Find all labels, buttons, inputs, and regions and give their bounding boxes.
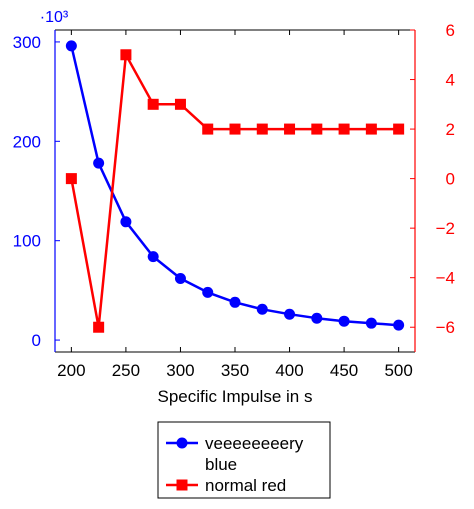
data-point-series-2 (365, 123, 377, 135)
series-line-2 (70, 53, 399, 329)
data-point-series-2 (311, 123, 323, 135)
x-tick-label: 200 (57, 361, 85, 380)
x-tick-label: 400 (275, 361, 303, 380)
data-point-series-2 (229, 123, 241, 135)
data-point-series-1 (147, 251, 159, 263)
x-tick-label: 350 (221, 361, 249, 380)
data-point-series-2 (174, 98, 186, 110)
data-point-series-1 (256, 303, 268, 315)
data-point-series-2 (338, 123, 350, 135)
legend-marker-2 (176, 479, 188, 491)
right-y-tick-label: −2 (436, 219, 455, 238)
right-y-tick-label: 2 (446, 120, 455, 139)
data-point-series-2 (65, 173, 77, 185)
x-tick-label: 500 (384, 361, 412, 380)
x-tick-label: 300 (166, 361, 194, 380)
data-point-series-2 (284, 123, 296, 135)
x-axis-label: Specific Impulse in s (158, 387, 313, 406)
x-tick-label: 250 (112, 361, 140, 380)
data-point-series-1 (202, 286, 214, 298)
data-point-series-2 (120, 49, 132, 61)
left-y-tick-label: 0 (32, 331, 41, 350)
data-point-series-1 (93, 157, 105, 169)
left-y-tick-label: 100 (13, 232, 41, 251)
left-y-scale-label: ·10³ (40, 9, 69, 26)
x-tick-label: 450 (330, 361, 358, 380)
data-point-series-1 (338, 315, 350, 327)
data-point-series-2 (256, 123, 268, 135)
left-y-tick-label: 300 (13, 33, 41, 52)
data-point-series-1 (174, 272, 186, 284)
data-point-series-2 (393, 123, 405, 135)
legend-marker-1 (176, 437, 188, 449)
data-point-series-1 (311, 312, 323, 324)
data-point-series-1 (229, 296, 241, 308)
right-y-tick-label: 6 (446, 21, 455, 40)
series-layer (65, 40, 405, 333)
data-point-series-1 (393, 319, 405, 331)
right-y-tick-label: −4 (436, 269, 455, 288)
data-point-series-1 (65, 40, 77, 52)
legend-label-1: blue (205, 455, 237, 474)
legend-label-1: veeeeeeeery (205, 434, 304, 453)
series-line-1 (70, 45, 399, 327)
data-point-series-1 (284, 308, 296, 320)
data-point-series-1 (365, 317, 377, 329)
data-point-series-2 (93, 321, 105, 333)
right-y-tick-label: 0 (446, 170, 455, 189)
right-y-tick-label: −6 (436, 318, 455, 337)
legend-label-2: normal red (205, 476, 286, 495)
data-point-series-2 (202, 123, 214, 135)
right-y-tick-label: 4 (446, 71, 455, 90)
data-point-series-1 (120, 216, 132, 228)
legend: veeeeeeeery blue normal red (157, 421, 331, 499)
data-point-series-2 (147, 98, 159, 110)
left-y-tick-label: 200 (13, 132, 41, 151)
